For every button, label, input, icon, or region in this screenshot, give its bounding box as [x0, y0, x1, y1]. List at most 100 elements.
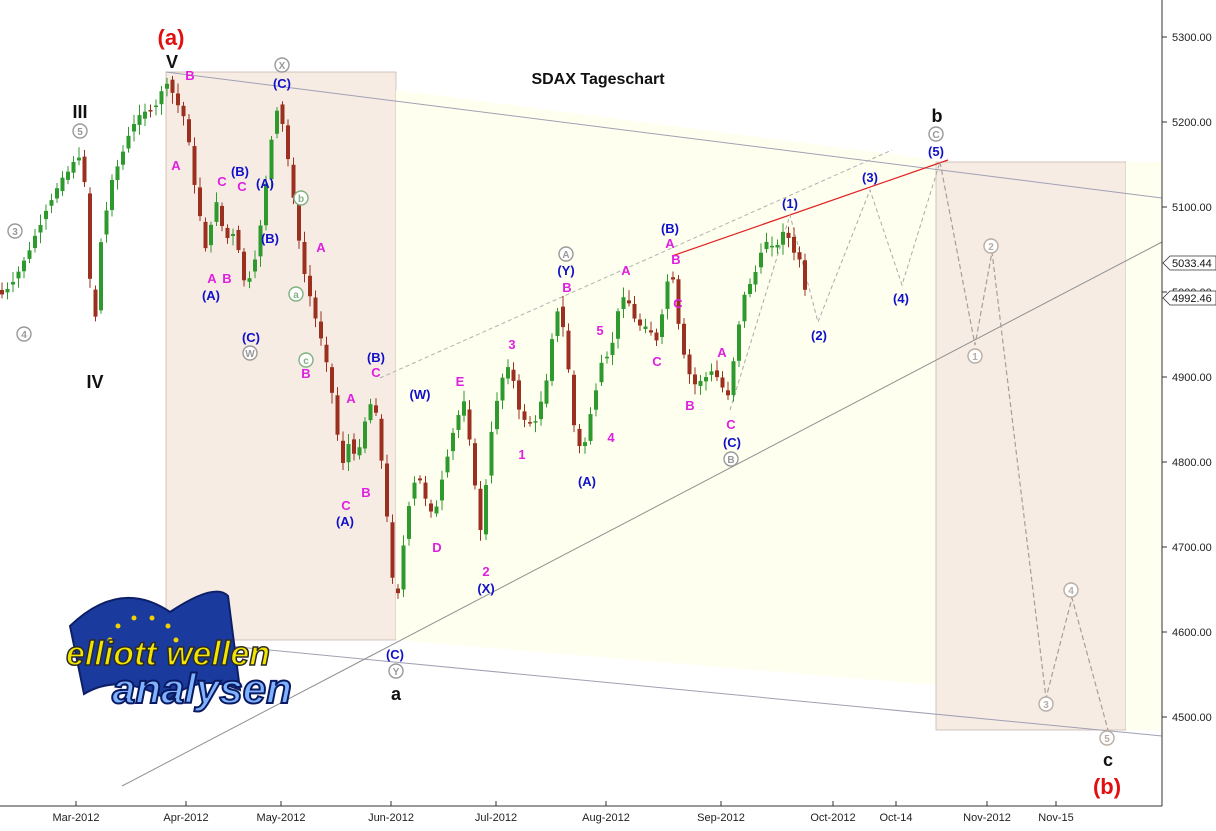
candle [225, 224, 230, 244]
wave-label-blue: (5) [928, 144, 944, 159]
y-tick-label: 4500.00 [1172, 712, 1212, 724]
wave-label-magenta: A [207, 271, 217, 286]
circled-wave-label: 5 [72, 123, 88, 139]
candle [489, 421, 494, 484]
circled-wave-label: W [242, 345, 258, 361]
candle [786, 226, 791, 248]
circled-wave-label: 4 [16, 326, 32, 342]
candle [55, 182, 59, 203]
candle [115, 159, 120, 190]
candle [209, 221, 213, 253]
wave-label-blue: (W) [410, 387, 431, 402]
wave-label-magenta: A [346, 391, 356, 406]
candle [330, 363, 334, 404]
candle [517, 374, 521, 420]
candle [605, 351, 609, 364]
candle [753, 265, 758, 292]
x-tick-label: Oct-14 [879, 812, 912, 824]
x-tick-label: Oct-2012 [810, 812, 855, 824]
projection-path-b [729, 161, 941, 411]
candle [412, 476, 417, 506]
candle [352, 433, 356, 461]
wave-label-magenta: C [371, 365, 381, 380]
y-tick-label: 5300.00 [1172, 32, 1212, 44]
candle [363, 417, 367, 454]
wave-label-red: (a) [158, 25, 185, 50]
candle [621, 287, 626, 319]
circled-wave-text: 4 [21, 330, 27, 341]
candle [797, 246, 802, 268]
circled-wave-text: 5 [77, 127, 83, 138]
wave-label-red: (b) [1093, 774, 1121, 799]
candle [500, 373, 505, 410]
support-trendline [121, 241, 1163, 787]
candle [720, 371, 725, 393]
wave-label-magenta: B [671, 252, 680, 267]
candle [148, 104, 153, 118]
candle [374, 398, 378, 417]
candle [341, 431, 345, 470]
logo-stars-icon [107, 615, 179, 643]
wave-label-magenta: B [562, 280, 571, 295]
candle [665, 274, 670, 320]
candle [385, 454, 389, 522]
candle [280, 101, 285, 132]
circled-wave-text: a [293, 290, 299, 301]
circled-wave-text: A [562, 250, 569, 261]
candle [792, 227, 796, 261]
wave-label-blue: (A) [578, 474, 596, 489]
price-marker-1: 5033.44 [1162, 255, 1216, 271]
candle [610, 332, 615, 365]
candle [731, 357, 736, 402]
y-tick-label: 4900.00 [1172, 372, 1212, 384]
candle [220, 202, 224, 232]
wave-label-black: III [72, 102, 87, 122]
circled-wave-label: B [723, 451, 739, 467]
candle [93, 285, 98, 322]
x-tick-label: Nov-15 [1038, 812, 1073, 824]
candle [396, 584, 400, 599]
circled-wave-label: C [928, 126, 944, 142]
candle [511, 362, 516, 389]
wave-label-magenta: D [432, 540, 441, 555]
wave-label-magenta: A [665, 236, 675, 251]
candle [506, 359, 510, 385]
candle [649, 321, 653, 336]
candle [187, 114, 191, 146]
circled-wave-label: 4 [1063, 582, 1079, 598]
candle [704, 372, 708, 391]
wave-label-magenta: A [621, 263, 631, 278]
x-axis-ticks: Mar-2012 Apr-2012 May-2012 Jun-2012 Jul-2012… [52, 801, 1074, 824]
wave-label-blue: (C) [386, 647, 404, 662]
candle [236, 225, 241, 254]
wave-panel-left [165, 71, 397, 641]
wave-label-blue: (1) [782, 196, 798, 211]
wave-label-blue: (Y) [557, 263, 574, 278]
candle [451, 428, 455, 460]
y-tick-label: 5100.00 [1172, 202, 1212, 214]
candle [401, 535, 406, 598]
channel-lower-line [165, 639, 1163, 737]
candle [38, 214, 43, 244]
candle [121, 145, 125, 170]
candle [770, 236, 774, 257]
candle [616, 308, 620, 349]
dashed-parallel-line [379, 149, 893, 379]
candle [676, 275, 681, 330]
candle [638, 313, 642, 331]
candle [434, 500, 439, 517]
candle [484, 479, 488, 540]
wave-label-magenta: 3 [508, 337, 515, 352]
wave-label-magenta: 4 [607, 430, 615, 445]
candle [566, 323, 571, 373]
x-tick-label: Aug-2012 [582, 812, 630, 824]
wave-label-blue: (B) [231, 164, 249, 179]
candle [572, 370, 576, 433]
logo-line2: analysen [112, 665, 292, 712]
candle [654, 328, 659, 347]
wave-label-magenta: C [341, 498, 351, 513]
candle [88, 187, 92, 288]
candle [693, 367, 697, 395]
candle [555, 308, 560, 342]
